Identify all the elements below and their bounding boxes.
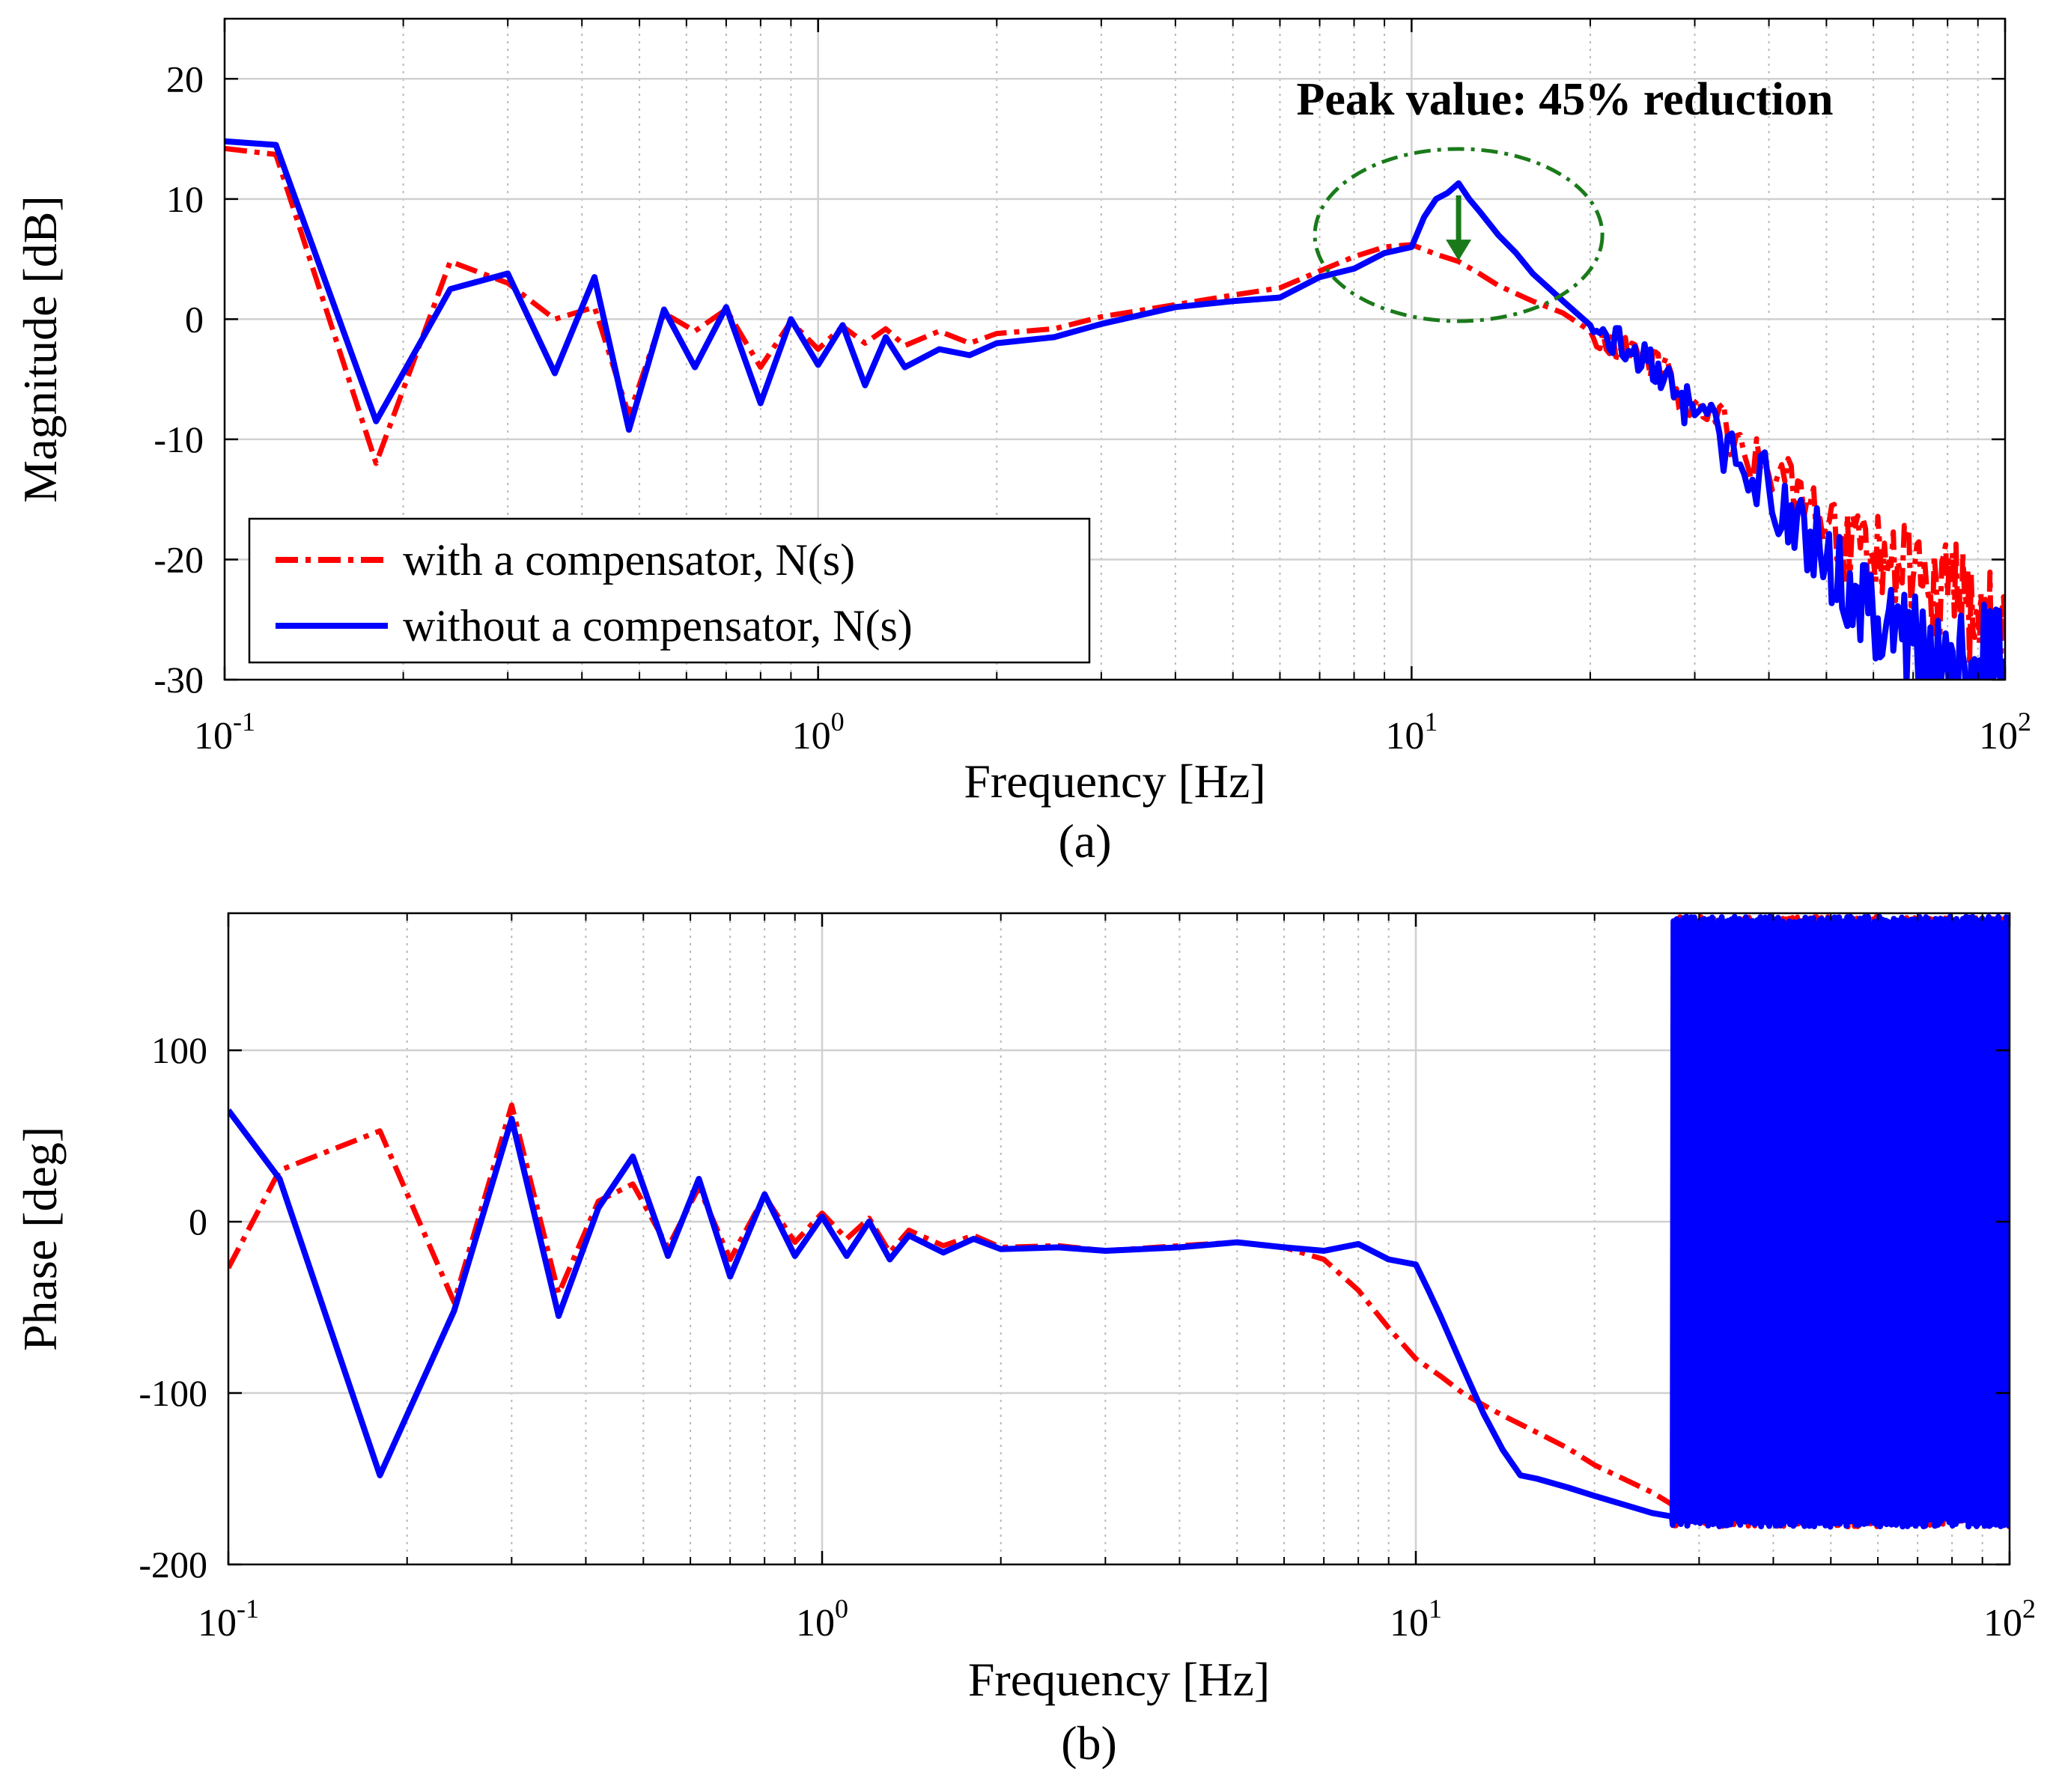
peak-annotation: Peak value: 45% reduction: [1297, 74, 1834, 323]
arrow-head: [1446, 240, 1472, 261]
x-tick-label: 10-1: [194, 707, 255, 758]
legend-box: [248, 517, 1091, 664]
legend-label: without a compensator, N(s): [403, 601, 913, 650]
axes-box: [227, 912, 2011, 1566]
y-axis-label: Phase [deg]: [13, 1127, 67, 1351]
series-line-with-compensator: [225, 145, 2005, 680]
y-tick-label: -100: [139, 1372, 207, 1414]
y-tick-label: 0: [185, 298, 204, 340]
x-tick-label: 10-1: [198, 1594, 259, 1645]
y-tick-label: -200: [139, 1543, 207, 1585]
panel-b: -200 -100 0 100 10-1 100 101 102 Frequency [Hz] P…: [13, 912, 2036, 1770]
x-axis-label: Frequency [Hz]: [964, 755, 1265, 808]
x-tick-label: 101: [1390, 1594, 1442, 1645]
x-tick-label: 102: [1979, 707, 2031, 758]
x-tick-label: 102: [1983, 1594, 2036, 1645]
series-group: [225, 138, 2005, 680]
x-tick-label: 101: [1385, 707, 1438, 758]
y-tick-label: 0: [189, 1201, 207, 1243]
legend: with a compensator, N(s) without a compen…: [248, 517, 1091, 664]
x-tick-label: 100: [792, 707, 845, 758]
y-tick-label: 10: [166, 178, 204, 220]
grid: [225, 19, 2005, 680]
highlight-ellipse: [1313, 147, 1605, 323]
y-tick-label: -20: [153, 538, 204, 580]
panel-a: -30 -20 -10 0 10 20 10-1 100 101 102 Frequency [Hz…: [13, 17, 2031, 868]
panel-label: (a): [1058, 814, 1111, 868]
x-tick-label: 100: [796, 1594, 848, 1645]
y-tick-label: 100: [151, 1029, 207, 1071]
panel-label: (b): [1061, 1716, 1117, 1770]
peak-annotation-text: Peak value: 45% reduction: [1297, 74, 1834, 125]
y-axis-label: Magnitude [dB]: [13, 195, 67, 503]
legend-label: with a compensator, N(s): [403, 535, 855, 585]
axes-box: [223, 17, 2007, 681]
ticks: [227, 913, 2011, 1566]
series-group: [228, 913, 2010, 1530]
y-tick-label: 20: [166, 58, 204, 100]
y-tick-label: -10: [153, 418, 204, 460]
series-line-without-compensator: [228, 913, 2010, 1530]
x-axis-label: Frequency [Hz]: [968, 1653, 1270, 1706]
series-line-without-compensator: [225, 138, 2005, 680]
ticks: [223, 19, 2007, 681]
y-tick-label: -30: [153, 659, 204, 701]
